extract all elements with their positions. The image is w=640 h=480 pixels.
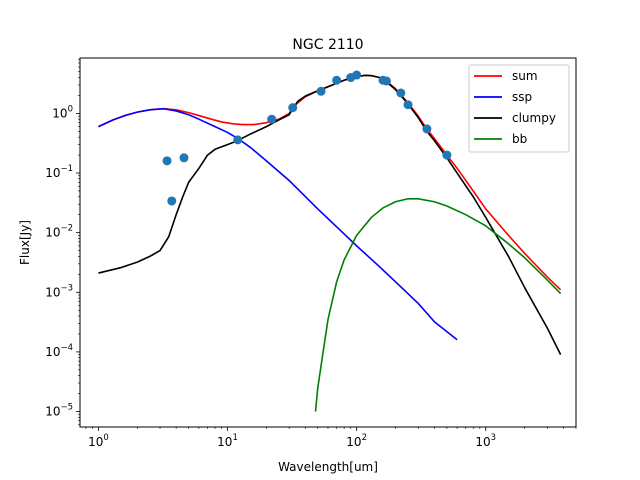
- observed-point: [442, 150, 452, 160]
- y-axis-label: Flux[Jy]: [18, 220, 32, 265]
- observed-point: [233, 135, 243, 145]
- y-tick-label: 100: [52, 104, 73, 120]
- y-tick-label: 10−1: [45, 164, 73, 180]
- observed-point: [267, 114, 277, 124]
- y-tick-label: 10−3: [45, 283, 73, 299]
- y-tick-label: 10−2: [45, 224, 73, 240]
- plot-frame: [79, 57, 577, 428]
- x-tick-label: 100: [88, 433, 109, 449]
- series-line-bb: [314, 197, 562, 412]
- observed-point: [422, 124, 432, 134]
- chart-title: NGC 2110: [292, 37, 363, 53]
- legend-label-sum: sum: [512, 69, 538, 83]
- x-tick-label: 102: [346, 433, 367, 449]
- observed-point: [332, 75, 342, 85]
- axis-ticks: 100 101 102 103 10−5 10−4 10−3 10−2 10−1 100: [45, 59, 577, 449]
- observed-point: [381, 76, 391, 86]
- y-tick-label: 10−4: [45, 343, 73, 359]
- observed-point: [179, 153, 189, 163]
- legend-box: [468, 64, 570, 153]
- y-tick-label: 10−5: [45, 403, 73, 419]
- legend: sum ssp clumpy bb: [468, 64, 570, 153]
- observed-point: [288, 103, 298, 113]
- x-tick-label: 101: [217, 433, 238, 449]
- observed-point: [167, 196, 177, 206]
- observed-point: [396, 88, 406, 98]
- x-axis-label: Wavelength[um]: [278, 460, 378, 474]
- observed-point: [316, 86, 326, 96]
- plot-area: [98, 70, 562, 412]
- observed-point: [352, 70, 362, 80]
- observed-point: [162, 156, 172, 166]
- legend-label-bb: bb: [512, 132, 527, 146]
- observed-point: [403, 100, 413, 110]
- legend-label-clumpy: clumpy: [512, 111, 556, 125]
- x-tick-label: 103: [475, 433, 496, 449]
- legend-label-ssp: ssp: [512, 90, 532, 104]
